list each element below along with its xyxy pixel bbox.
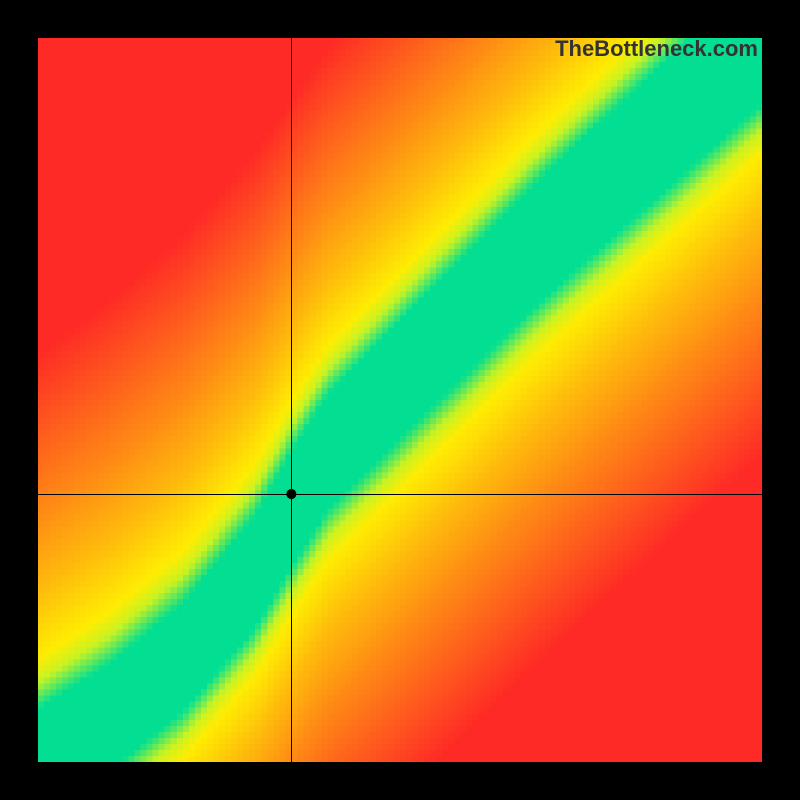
watermark-text: TheBottleneck.com [555,36,758,62]
heatmap-plot [38,38,762,762]
chart-container: TheBottleneck.com [0,0,800,800]
crosshair-overlay [38,38,762,762]
